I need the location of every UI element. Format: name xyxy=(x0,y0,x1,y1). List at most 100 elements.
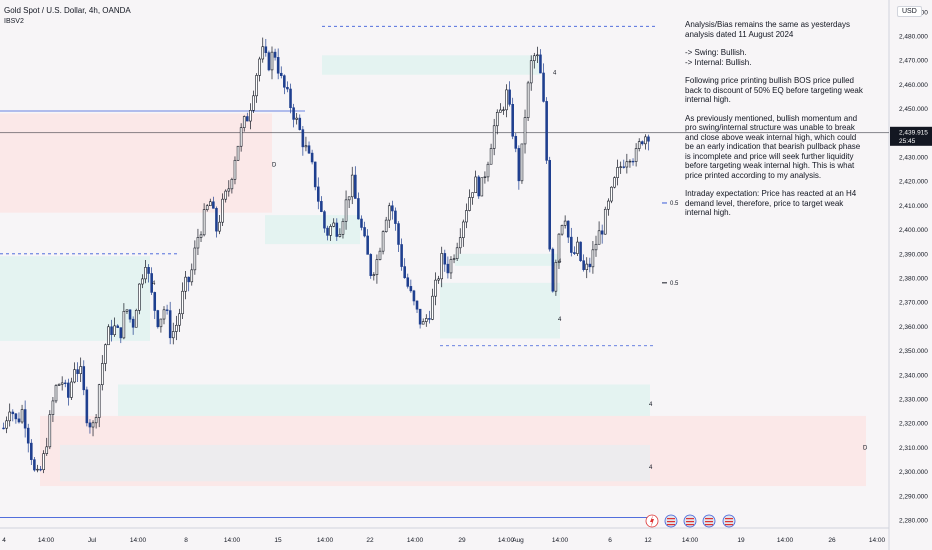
candle-body xyxy=(165,309,169,311)
candle-body xyxy=(625,161,629,168)
flag-icon xyxy=(686,518,694,520)
candle-body xyxy=(557,233,561,263)
candle-body xyxy=(421,321,425,325)
candle-body xyxy=(20,409,24,423)
candle-body xyxy=(134,310,138,328)
chart-label: 4 xyxy=(152,281,156,287)
candle-body xyxy=(116,325,120,328)
currency-button[interactable]: USD xyxy=(897,6,922,17)
x-tick-label: 8 xyxy=(184,537,188,544)
candle-body xyxy=(526,82,530,118)
candle-body xyxy=(326,227,329,236)
candle-body xyxy=(227,188,231,192)
y-tick-label: 2,460.000 xyxy=(899,82,928,89)
candle-body xyxy=(17,418,21,423)
y-tick-label: 2,470.000 xyxy=(899,58,928,65)
candle-body xyxy=(107,326,110,346)
candle-body xyxy=(570,236,573,253)
lightning-icon xyxy=(650,515,654,527)
candle-body xyxy=(406,277,410,287)
candle-body xyxy=(316,186,320,202)
candle-body xyxy=(511,104,514,137)
candle-body xyxy=(181,290,184,315)
candle-body xyxy=(619,166,622,168)
demand-zone xyxy=(118,384,650,416)
candle-body xyxy=(647,136,650,142)
candle-body xyxy=(644,136,647,145)
chart-label: 4 xyxy=(558,317,562,323)
x-tick-label: 14:00 xyxy=(38,537,55,544)
y-tick-label: 2,400.000 xyxy=(899,227,928,234)
candle-body xyxy=(270,51,274,71)
candle-body xyxy=(391,205,394,212)
candle-body xyxy=(640,141,644,145)
candle-body xyxy=(443,253,447,265)
candle-body xyxy=(187,276,190,283)
flag-icon xyxy=(667,518,675,520)
candle-body xyxy=(600,230,604,235)
candle-body xyxy=(119,327,123,339)
candle-body xyxy=(455,247,459,259)
annotation-paragraph: Following price printing bullish BOS pri… xyxy=(685,76,863,104)
candle-body xyxy=(338,234,342,237)
candle-body xyxy=(579,241,582,262)
candle-body xyxy=(465,210,468,223)
candle-body xyxy=(168,310,172,339)
indicator-label[interactable]: IBSV2 xyxy=(4,18,24,25)
candle-body xyxy=(138,283,141,311)
symbol-title[interactable]: Gold Spot / U.S. Dollar, 4h, OANDA xyxy=(4,6,131,15)
candle-body xyxy=(94,417,98,424)
candle-body xyxy=(381,231,385,252)
candle-body xyxy=(502,109,505,111)
candle-body xyxy=(199,234,203,238)
candle-body xyxy=(57,383,61,386)
candle-body xyxy=(48,414,52,448)
candle-body xyxy=(545,101,548,161)
candle-body xyxy=(104,344,107,364)
candle-body xyxy=(397,223,400,245)
candle-body xyxy=(236,145,240,161)
candle-body xyxy=(205,205,209,210)
candle-body xyxy=(202,209,206,236)
demand-zone xyxy=(455,253,560,266)
candle-body xyxy=(249,110,252,122)
flag-icon xyxy=(725,518,733,520)
candle-body xyxy=(341,220,345,235)
candle-body xyxy=(428,318,431,320)
candle-body xyxy=(171,331,175,339)
candle-body xyxy=(412,290,416,302)
chart-label: D xyxy=(272,162,277,168)
price-tag-value: 2,439.915 xyxy=(899,129,928,136)
candle-body xyxy=(320,201,323,212)
x-tick-label: 19 xyxy=(737,537,745,544)
candle-body xyxy=(483,176,487,179)
candle-body xyxy=(622,166,626,168)
candle-body xyxy=(162,309,166,320)
candle-body xyxy=(279,72,283,76)
candle-body xyxy=(446,263,450,274)
candle-body xyxy=(292,107,295,120)
candle-body xyxy=(125,309,129,312)
candle-body xyxy=(597,230,601,245)
candle-body xyxy=(548,160,552,250)
candle-body xyxy=(131,318,135,328)
candle-body xyxy=(42,453,45,471)
candle-body xyxy=(440,253,444,280)
candle-body xyxy=(212,201,215,209)
flag-icon xyxy=(705,518,713,520)
candle-body xyxy=(60,382,64,385)
candle-body xyxy=(91,422,95,428)
candle-body xyxy=(517,148,521,182)
candle-body xyxy=(387,205,391,221)
candle-body xyxy=(36,468,39,471)
x-tick-label: 14:00 xyxy=(552,537,569,544)
candle-body xyxy=(230,178,234,190)
candle-body xyxy=(218,221,221,232)
y-tick-label: 2,450.000 xyxy=(899,106,928,113)
candle-body xyxy=(239,127,243,147)
candle-body xyxy=(97,384,101,418)
candle-body xyxy=(634,148,638,162)
y-tick-label: 2,360.000 xyxy=(899,324,928,331)
flag-icon xyxy=(705,524,713,526)
